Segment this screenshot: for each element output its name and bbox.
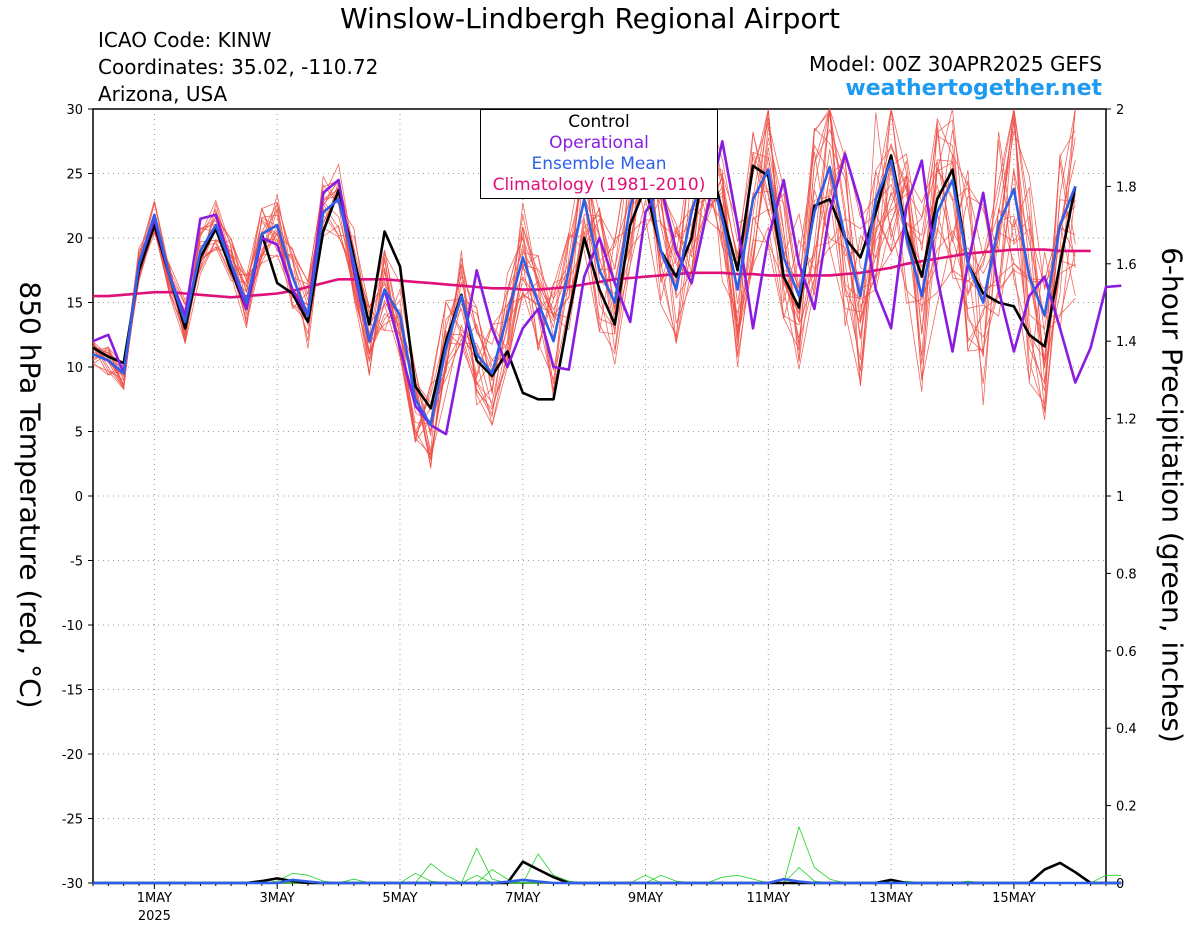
- chart-title: Winslow-Lindbergh Regional Airport: [340, 2, 840, 35]
- precip-line-ensemble-mean: [93, 877, 1122, 885]
- site-link[interactable]: weathertogether.net: [845, 76, 1102, 101]
- ensemble-member-line: [92, 142, 1076, 424]
- model-run: Model: 00Z 30APR2025 GEFS: [809, 52, 1102, 76]
- tick-label-right: 0.6: [1116, 645, 1137, 660]
- ensemble-member-line: [92, 108, 1076, 461]
- legend-entry-operational: Operational: [549, 133, 649, 153]
- tick-label-bottom: 3MAY: [260, 891, 295, 906]
- tick-label-left: 10: [66, 361, 83, 376]
- coordinates: Coordinates: 35.02, -110.72: [98, 55, 379, 79]
- region: Arizona, USA: [98, 82, 228, 106]
- tick-label-bottom: 13MAY: [869, 891, 913, 906]
- tick-label-bottom: 7MAY: [505, 891, 540, 906]
- tick-label-right: 1.6: [1116, 258, 1137, 273]
- tick-label-right: 0.2: [1116, 800, 1137, 815]
- tick-label-bottom: 5MAY: [382, 891, 417, 906]
- legend-entry-climatology: Climatology (1981-2010): [492, 175, 706, 195]
- tick-label-year: 2025: [138, 909, 171, 924]
- icao-code: ICAO Code: KINW: [98, 28, 272, 52]
- tick-label-left: 0: [75, 490, 83, 505]
- tick-label-left: 5: [75, 426, 83, 441]
- tick-label-left: 30: [66, 103, 83, 118]
- legend-entry-ensemble-mean: Ensemble Mean: [531, 154, 667, 174]
- tick-label-right: 0.8: [1116, 567, 1137, 582]
- legend-entry-control: Control: [568, 112, 630, 132]
- tick-label-right: 1.2: [1116, 413, 1137, 428]
- grid: [93, 109, 1106, 883]
- series-lines: [92, 140, 1122, 885]
- precip-member-line: [93, 863, 1122, 884]
- tick-label-bottom: 11MAY: [747, 891, 791, 906]
- ensemble-members: [92, 107, 1122, 884]
- tick-label-right: 0: [1116, 877, 1124, 892]
- tick-label-bottom: 9MAY: [628, 891, 663, 906]
- plot-frame: [92, 108, 1107, 884]
- tick-label-left: -25: [62, 813, 83, 828]
- tick-label-right: 0.4: [1116, 722, 1137, 737]
- tick-label-left: -30: [62, 877, 83, 892]
- precip-line-control: [93, 860, 1122, 885]
- tick-label-right: 1: [1116, 490, 1124, 505]
- tick-label-bottom: 15MAY: [992, 891, 1036, 906]
- precip-member-line: [93, 847, 1122, 884]
- tick-label-left: 25: [66, 168, 83, 183]
- tick-label-right: 2: [1116, 103, 1124, 118]
- legend: Control Operational Ensemble Mean Climat…: [480, 109, 718, 199]
- tick-label-left: -20: [62, 748, 83, 763]
- tick-label-left: 15: [66, 297, 83, 312]
- tick-label-right: 1.4: [1116, 335, 1137, 350]
- tick-label-bottom: 1MAY: [137, 891, 172, 906]
- tick-label-right: 1.8: [1116, 180, 1137, 195]
- precip-member-line: [93, 853, 1122, 884]
- series-line-ensemble-mean: [92, 159, 1077, 427]
- tick-label-left: 20: [66, 232, 83, 247]
- tick-label-left: -10: [62, 619, 83, 634]
- tick-label-left: -15: [62, 684, 83, 699]
- series-line-operational: [92, 140, 1122, 436]
- precip-member-line: [93, 825, 1122, 884]
- tick-label-left: -5: [70, 555, 83, 570]
